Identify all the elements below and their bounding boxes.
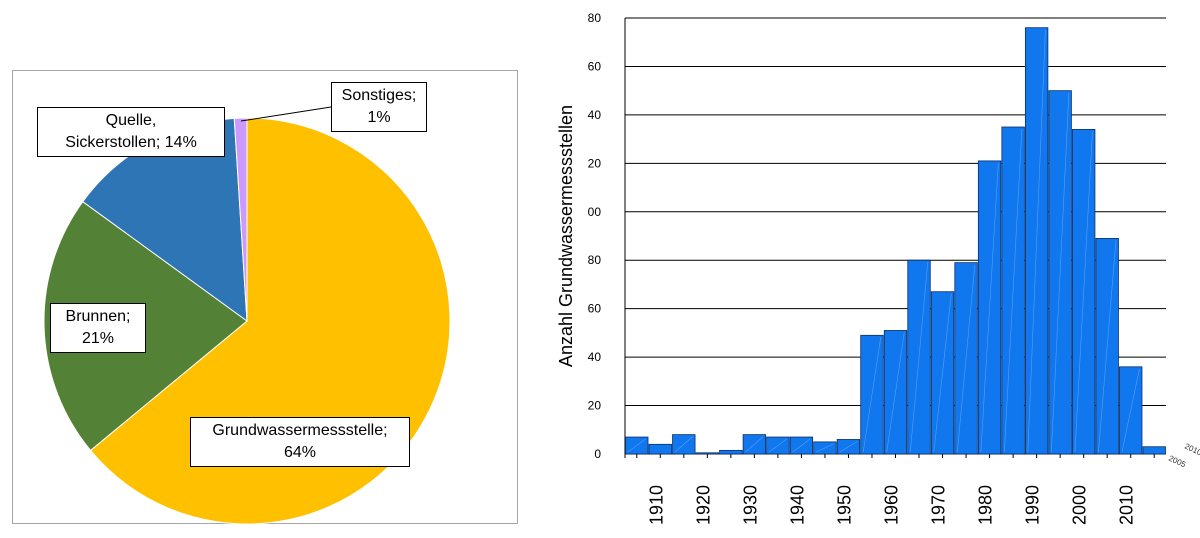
y-tick-label: 60	[588, 302, 602, 316]
x-tick-label: 1970	[929, 485, 949, 525]
pie-slice-sonstiges	[233, 117, 248, 322]
y-tick-label: 60	[588, 59, 602, 73]
pie-label-grund-line1: Grundwassermessstelle;	[212, 422, 388, 439]
pie-label-quelle: Quelle, Sickerstollen; 14%	[37, 107, 225, 157]
pie-label-grundwassermessstelle: Grundwassermessstelle; 64%	[190, 417, 410, 467]
bar-hatch-line	[745, 436, 764, 453]
x-tick-label: 2010	[1117, 485, 1137, 525]
bar-hatch-line	[1121, 368, 1140, 453]
pie-label-grund-line2: 64%	[283, 444, 317, 461]
y-tick-label: 20	[588, 156, 602, 170]
x-tick-label: 1930	[740, 485, 760, 525]
bar-hatch-line	[1051, 92, 1070, 453]
bar-hatch-line	[792, 438, 811, 453]
y-tick-label: 40	[588, 108, 602, 122]
x-tick-label: 2000	[1070, 485, 1090, 525]
bar-hatch-line	[886, 332, 905, 453]
bar-hatch-line	[1027, 29, 1046, 453]
bar-hatch-line	[1098, 240, 1117, 453]
x-tick-label: 1950	[834, 485, 854, 525]
x-tick-label: 1990	[1023, 485, 1043, 525]
bar-hatch-line	[909, 262, 929, 453]
pie-label-quelle-line1: Quelle,	[105, 112, 157, 129]
bar-hatch-line	[627, 438, 646, 453]
x-tick-label: 1910	[646, 485, 666, 525]
x-edge-label: 2010	[1183, 442, 1200, 458]
pie-label-sonstiges: Sonstiges; 1%	[331, 82, 427, 132]
y-tick-label: 80	[588, 253, 602, 267]
pie-label-sonst-line1: Sonstiges;	[341, 87, 417, 104]
x-tick-label: 1960	[882, 485, 902, 525]
x-edge-label: 2005	[1167, 454, 1187, 470]
pie-label-brunnen-line1: Brunnen;	[65, 308, 131, 325]
bar-hatch-line	[957, 264, 976, 453]
x-tick-label: 1940	[787, 485, 807, 525]
pie-leader-line-sonstiges	[240, 106, 332, 122]
histogram-bar	[695, 452, 719, 455]
x-tick-label: 1920	[693, 485, 713, 525]
histogram-bar	[719, 449, 743, 455]
bar-hatch-line	[862, 337, 882, 453]
y-tick-label: 80	[588, 11, 602, 25]
bar-hatch-line	[933, 293, 952, 453]
pie-label-brunnen: Brunnen; 21%	[50, 303, 146, 353]
y-tick-label: 20	[588, 399, 602, 413]
y-tick-label: 40	[588, 350, 602, 364]
pie-label-quelle-line2: Sickerstollen; 14%	[65, 134, 197, 151]
bar-hatch-line	[839, 441, 858, 453]
pie-label-sonst-line2: 1%	[367, 109, 391, 126]
histogram-chart: 0 20 40 60 80 00 20 40 60 80 1910 1920 1930 1940 1950 1…	[556, 11, 1200, 525]
histogram-bar	[648, 443, 672, 455]
y-axis-title: Anzahl Grundwassermessstellen	[556, 105, 576, 367]
y-tick-label: 00	[588, 205, 602, 219]
bar-hatch-line	[674, 436, 693, 453]
bar-hatch-line	[1074, 131, 1093, 453]
bar-hatch-line	[1004, 128, 1023, 453]
bar-hatch-line	[768, 438, 787, 453]
histogram-bar	[1142, 446, 1166, 455]
pie-label-brunnen-line2: 21%	[81, 330, 115, 347]
x-tick-label: 1980	[976, 485, 996, 525]
y-tick-label: 0	[594, 447, 601, 461]
bar-hatch-line	[816, 443, 834, 453]
pie-chart-panel: Grundwassermessstelle; 64% Brunnen; 21% …	[12, 70, 518, 525]
bar-hatch-line	[980, 162, 999, 453]
